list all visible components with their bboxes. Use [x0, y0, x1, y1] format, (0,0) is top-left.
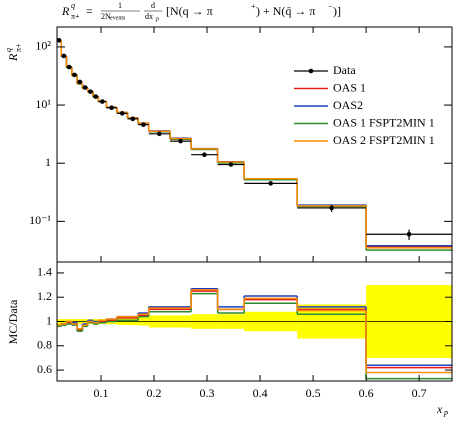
- x-tick-label: 0.1: [94, 386, 109, 400]
- title-part: d: [151, 1, 155, 10]
- legend-label: OAS 2 FSPT2MIN 1: [333, 133, 435, 147]
- x-tick-label: 0.4: [253, 386, 268, 400]
- x-tick-label: 0.3: [200, 386, 215, 400]
- data-point: [228, 162, 234, 167]
- data-point: [72, 72, 77, 78]
- x-axis-label: x p: [436, 402, 448, 417]
- legend: Data OAS 1 OAS2 OAS 1 FSPT2MIN 1 OAS 2 FSPT2…: [294, 63, 435, 147]
- legend-marker: [308, 68, 314, 74]
- title-part: π+: [71, 12, 80, 21]
- ratio-y-tick-label: 0.6: [37, 362, 52, 376]
- title-part: events: [110, 15, 126, 21]
- data-point: [406, 231, 412, 237]
- legend-label: OAS 1: [333, 80, 366, 94]
- ratio-y-tick-label: 1: [46, 313, 52, 327]
- data-point: [88, 89, 93, 94]
- title-part: −: [328, 2, 333, 11]
- data-point: [57, 37, 62, 43]
- ratio-y-tick-label: 0.8: [37, 338, 52, 352]
- data-point: [119, 111, 125, 116]
- data-point: [82, 85, 88, 90]
- data-point: [157, 131, 162, 137]
- y-label-part: q: [4, 48, 13, 52]
- ratio-plot: [57, 285, 452, 380]
- data-point: [77, 79, 83, 85]
- legend-label: Data: [333, 63, 356, 77]
- y-tick-label: 10⁻¹: [29, 213, 51, 227]
- data-point: [329, 205, 334, 211]
- x-tick-label: 0.5: [306, 386, 321, 400]
- main-plot: [57, 37, 452, 251]
- data-point: [93, 94, 99, 99]
- data-point: [202, 152, 207, 158]
- x-label-part: p: [443, 408, 448, 417]
- y-tick-label: 10²: [35, 39, 51, 53]
- title-part: )]: [333, 4, 341, 18]
- axes: 0.1 0.2 0.3 0.4 0.5 0.6 0.7 10² 10¹ 1 10⁻¹ 0.6 0.8 1 1…: [29, 26, 453, 400]
- title-part: p: [155, 16, 159, 22]
- data-point: [130, 116, 136, 122]
- data-point: [66, 64, 72, 70]
- ratio-y-label: MC/Data: [6, 299, 20, 344]
- title-part: ) + N(q̄ → π: [256, 4, 315, 18]
- y-tick-label: 10¹: [35, 97, 51, 111]
- y-axis-label: R q π+: [4, 43, 23, 62]
- data-point: [100, 99, 105, 104]
- data-point: [178, 138, 183, 144]
- legend-label: OAS 1 FSPT2MIN 1: [333, 115, 435, 129]
- legend-label: OAS2: [333, 98, 363, 112]
- chart-title: R q π+ = 1 2N events d dx p [N(q → π + )…: [61, 1, 341, 23]
- x-tick-label: 0.6: [359, 386, 374, 400]
- x-label-part: x: [436, 402, 443, 416]
- title-part: dx: [145, 12, 153, 21]
- title-part: [N(q → π: [166, 4, 213, 18]
- data-point: [109, 105, 114, 111]
- data-point: [268, 181, 273, 186]
- x-tick-label: 0.7: [412, 386, 427, 400]
- title-part: 2N: [101, 12, 111, 21]
- data-point: [141, 122, 146, 127]
- y-tick-label: 1: [45, 155, 51, 169]
- title-part: q: [71, 1, 75, 10]
- y-label-part: π+: [14, 43, 23, 52]
- ratio-y-tick-label: 1.2: [37, 289, 52, 303]
- ratio-y-tick-label: 1.4: [37, 265, 52, 279]
- title-part: +: [251, 2, 256, 11]
- y-label-part: R: [6, 53, 20, 62]
- data-point: [61, 53, 67, 59]
- x-tick-label: 0.2: [147, 386, 162, 400]
- title-part: R: [61, 4, 70, 18]
- title-part: 1: [118, 1, 122, 10]
- title-part: =: [86, 4, 93, 18]
